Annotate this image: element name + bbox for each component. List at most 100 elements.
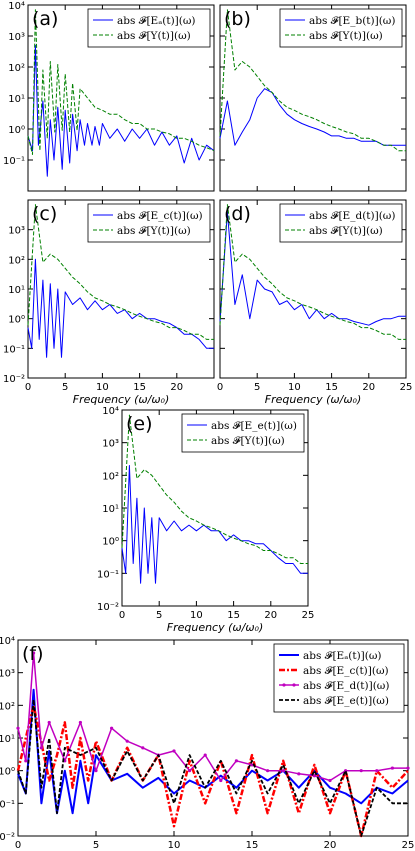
legend-marker xyxy=(292,683,296,687)
panel-label: (c) xyxy=(32,203,57,225)
series-point xyxy=(297,772,301,776)
x-tick-label: 15 xyxy=(325,382,338,393)
y-tick-label: 10³ xyxy=(0,669,15,680)
legend-box xyxy=(87,8,211,48)
series-point xyxy=(172,749,176,753)
legend-label: abs 𝓕[Y(t)](ω) xyxy=(117,30,191,42)
y-tick-label: 10⁻¹ xyxy=(97,569,119,580)
series-point xyxy=(141,746,145,750)
y-tick-label: 10¹ xyxy=(102,504,119,515)
legend-label: abs 𝓕[Y(t)](ω) xyxy=(117,225,191,237)
x-tick-label: 10 xyxy=(288,382,301,393)
panel-label: (f) xyxy=(22,643,44,665)
legend-label: abs 𝓕[E_e(t)](ω) xyxy=(303,695,389,707)
x-tick-label: 25 xyxy=(400,382,413,393)
series-line-2 xyxy=(219,9,406,152)
x-tick-label: 0 xyxy=(217,382,223,393)
y-tick-label: 10⁻¹ xyxy=(0,799,15,810)
series-point xyxy=(359,769,363,773)
y-tick-label: 10⁻¹ xyxy=(3,156,25,167)
y-tick-label: 10⁰ xyxy=(102,537,119,548)
x-axis-label: Frequency (ω/ω₀) xyxy=(73,393,170,406)
series-line-1 xyxy=(219,88,406,146)
panel-label: (b) xyxy=(224,8,251,30)
series-point xyxy=(39,746,44,750)
x-tick-label: 5 xyxy=(93,840,99,851)
legend-label: abs 𝓕[Y(t)](ω) xyxy=(309,30,383,42)
y-tick-label: 10⁻¹ xyxy=(3,344,25,355)
y-tick-label: 10⁻² xyxy=(0,832,15,843)
x-tick-label: 10 xyxy=(190,610,203,621)
y-tick-label: 10² xyxy=(8,63,25,74)
series-point xyxy=(281,769,285,773)
series-point xyxy=(234,759,238,763)
legend-box xyxy=(87,203,211,243)
x-axis-label: Frequency (ω/ω₀) xyxy=(265,393,362,406)
series-point xyxy=(328,778,332,783)
series-point xyxy=(375,769,379,773)
x-tick-label: 25 xyxy=(302,610,315,621)
y-tick-label: 10² xyxy=(102,471,119,482)
y-tick-label: 10³ xyxy=(102,439,119,450)
legend-label: abs 𝓕[Y(t)](ω) xyxy=(211,435,285,447)
series-line-1 xyxy=(27,258,214,358)
legend-label: abs 𝓕[Eₐ(t)](ω) xyxy=(117,15,196,27)
x-tick-label: 0 xyxy=(119,610,125,621)
series-point xyxy=(219,778,223,783)
x-tick-label: 25 xyxy=(402,840,415,851)
y-tick-label: 10³ xyxy=(8,226,25,237)
x-tick-label: 20 xyxy=(362,382,375,393)
y-tick-label: 10² xyxy=(8,255,25,266)
panel-d: 0 5 10 15 20 25 (d) abs 𝓕[E_d(t)](ω)abs 𝓕[Y(t)]… xyxy=(217,199,413,406)
series-line-2 xyxy=(121,414,308,564)
x-tick-label: 10 xyxy=(168,840,181,851)
x-tick-label: 0 xyxy=(15,840,21,851)
y-tick-label: 10⁻² xyxy=(97,602,119,613)
panel-e: 10⁴ 10³ 10² 10¹ 10⁰ 10⁻¹ 10⁻²0 5 10 15 20 25 (e) abs … xyxy=(97,406,314,634)
y-tick-label: 10⁴ xyxy=(0,636,15,647)
x-tick-label: 20 xyxy=(170,382,183,393)
x-axis-label: Frequency (ω/ω₀) xyxy=(167,621,264,634)
y-tick-label: 10⁰ xyxy=(8,125,25,136)
series-line-1 xyxy=(219,211,406,326)
x-tick-label: 5 xyxy=(156,610,162,621)
legend-label: abs 𝓕[E_c(t)](ω) xyxy=(117,210,203,222)
y-tick-label: 10¹ xyxy=(0,734,15,745)
series-point xyxy=(125,739,129,743)
y-tick-label: 10⁻² xyxy=(3,374,25,385)
x-tick-label: 5 xyxy=(254,382,260,393)
x-tick-label: 20 xyxy=(264,610,277,621)
series-point xyxy=(47,720,51,725)
series-point xyxy=(312,774,316,778)
legend-label: abs 𝓕[Eₐ(t)](ω) xyxy=(303,650,382,662)
legend-label: abs 𝓕[E_d(t)](ω) xyxy=(309,210,395,222)
panel-label: (a) xyxy=(32,8,58,30)
series-point xyxy=(78,720,82,725)
y-tick-label: 10³ xyxy=(8,32,25,43)
legend-box xyxy=(181,413,305,453)
legend-box xyxy=(279,8,403,48)
series-line-3 xyxy=(17,652,408,782)
y-tick-label: 10¹ xyxy=(8,94,25,105)
series-point xyxy=(188,769,192,773)
panel-a: 10⁴ 10³ 10² 10¹ 10⁰ 10⁻¹ (a) abs 𝓕[Eₐ(t)](ω) abs… xyxy=(3,1,215,192)
series-point xyxy=(16,726,20,730)
legend-label: abs 𝓕[E_e(t)](ω) xyxy=(211,420,297,432)
series-point xyxy=(24,759,28,763)
series-point xyxy=(390,766,394,770)
x-tick-label: 10 xyxy=(96,382,109,393)
x-tick-label: 15 xyxy=(246,840,259,851)
y-tick-label: 10⁴ xyxy=(102,406,119,417)
x-tick-label: 20 xyxy=(324,840,337,851)
series-point xyxy=(31,651,36,655)
x-tick-label: 15 xyxy=(227,610,240,621)
panel-c: 10³ 10² 10¹ 10⁰ 10⁻¹ 10⁻²0 5 10 15 20 (c) abs 𝓕[E_c… xyxy=(3,199,215,406)
series-line-2 xyxy=(27,204,214,340)
series-line-2 xyxy=(27,9,215,155)
panel-b: (b) abs 𝓕[E_b(t)](ω)abs 𝓕[Y(t)](ω) xyxy=(219,4,407,192)
legend-box xyxy=(279,203,403,243)
y-tick-label: 10⁴ xyxy=(8,1,25,12)
legend-label: abs 𝓕[E_d(t)](ω) xyxy=(303,680,389,692)
legend-label: abs 𝓕[E_c(t)](ω) xyxy=(303,665,389,677)
